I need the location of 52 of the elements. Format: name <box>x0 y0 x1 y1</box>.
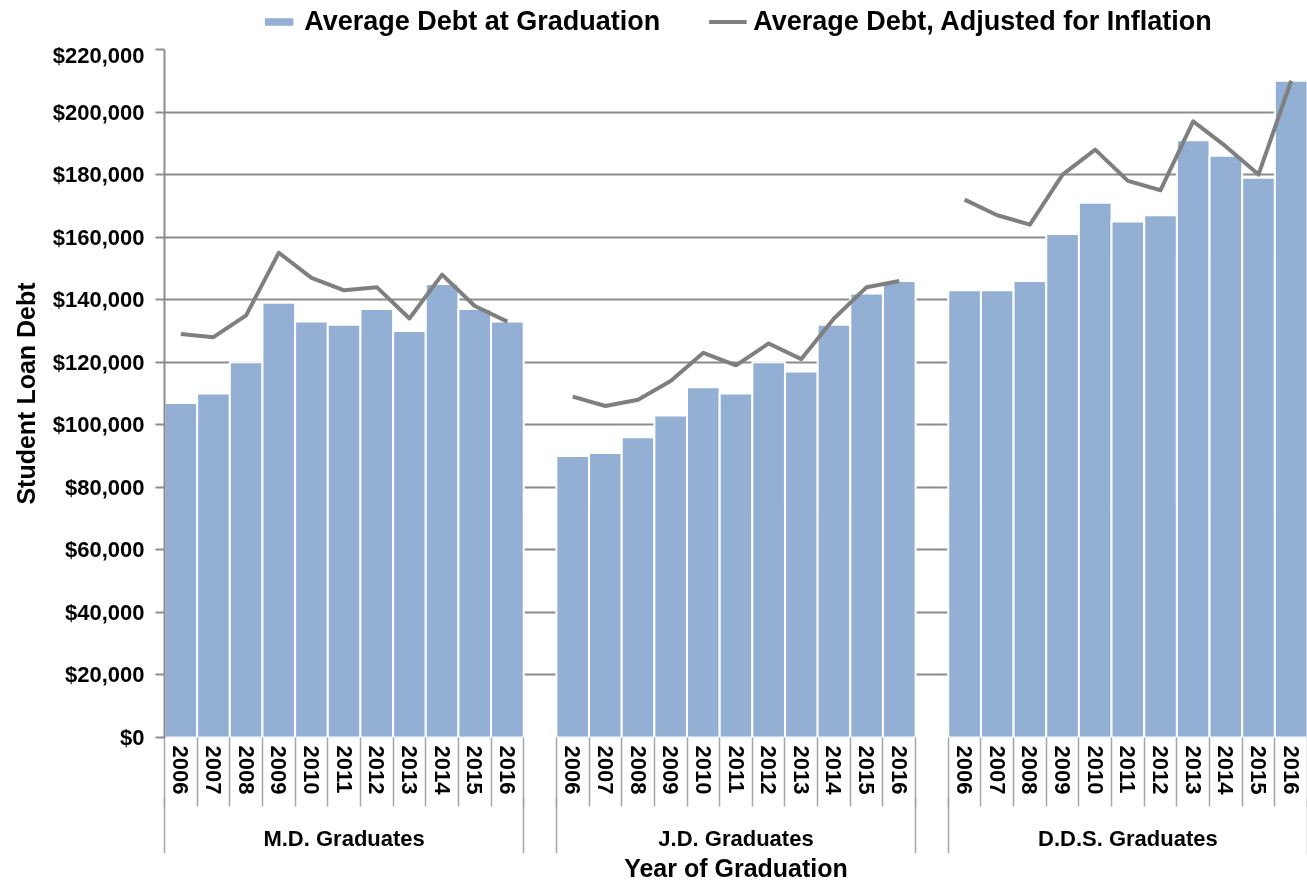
x-tick-label: 2010 <box>1082 745 1108 795</box>
x-tick-label: 2006 <box>560 745 586 795</box>
x-tick-label: 2009 <box>266 745 292 795</box>
text: D.D.S. Graduates <box>1038 825 1218 851</box>
x-tick-label: 2010 <box>298 745 324 795</box>
y-tick-label: $80,000 <box>64 474 145 500</box>
x-tick-label: 2007 <box>984 745 1010 795</box>
x-tick-label: 2010 <box>690 745 716 795</box>
x-tick-label: 2008 <box>625 745 651 795</box>
x-tick-label: 2015 <box>1246 745 1272 795</box>
x-tick-label: 2013 <box>788 745 814 795</box>
y-axis-title: Student Loan Debt <box>11 281 40 505</box>
x-tick-label: 2013 <box>396 745 422 795</box>
x-tick-label: 2006 <box>952 745 978 795</box>
x-tick-label: 2012 <box>364 745 390 795</box>
x-tick-label: 2011 <box>723 745 749 794</box>
text: J.D. Graduates <box>658 825 814 851</box>
x-tick-label: 2016 <box>1278 745 1304 795</box>
x-tick-label: 2008 <box>233 745 259 795</box>
y-tick-label: $40,000 <box>64 599 145 625</box>
y-tick-label: $140,000 <box>52 287 145 313</box>
x-tick-label: 2007 <box>592 745 618 795</box>
y-tick-label: $180,000 <box>52 162 145 188</box>
x-tick-label: 2015 <box>854 745 880 795</box>
y-tick-label: $160,000 <box>52 224 145 250</box>
y-tick-label: $60,000 <box>64 537 145 563</box>
x-tick-label: 2011 <box>1115 745 1141 794</box>
y-tick-label: $220,000 <box>52 42 145 68</box>
x-tick-label: 2014 <box>1213 745 1239 796</box>
x-axis-title: Year of Graduation <box>624 853 848 882</box>
x-tick-label: 2014 <box>821 745 847 796</box>
x-tick-label: 2016 <box>494 745 520 795</box>
x-tick-label: 2016 <box>886 745 912 795</box>
x-tick-label: 2007 <box>200 745 226 795</box>
x-tick-label: 2012 <box>1148 745 1174 795</box>
x-tick-label: 2013 <box>1180 745 1206 795</box>
x-tick-label: 2012 <box>756 745 782 795</box>
y-tick-label: $200,000 <box>52 99 145 125</box>
x-tick-label: 2015 <box>462 745 488 795</box>
legend-label: Average Debt, Adjusted for Inflation <box>753 5 1212 37</box>
x-tick-label: 2009 <box>658 745 684 795</box>
x-tick-label: 2011 <box>331 745 357 794</box>
x-tick-label: 2014 <box>429 745 455 796</box>
y-tick-label: $20,000 <box>64 662 145 688</box>
text: M.D. Graduates <box>263 825 425 851</box>
y-tick-label: $0 <box>120 725 145 750</box>
x-tick-label: 2008 <box>1017 745 1043 795</box>
x-tick-label: 2006 <box>168 745 194 795</box>
y-tick-label: $120,000 <box>52 349 145 375</box>
legend-label: Average Debt at Graduation <box>304 5 661 37</box>
x-tick-label: 2009 <box>1050 745 1076 795</box>
y-tick-label: $100,000 <box>52 412 145 438</box>
